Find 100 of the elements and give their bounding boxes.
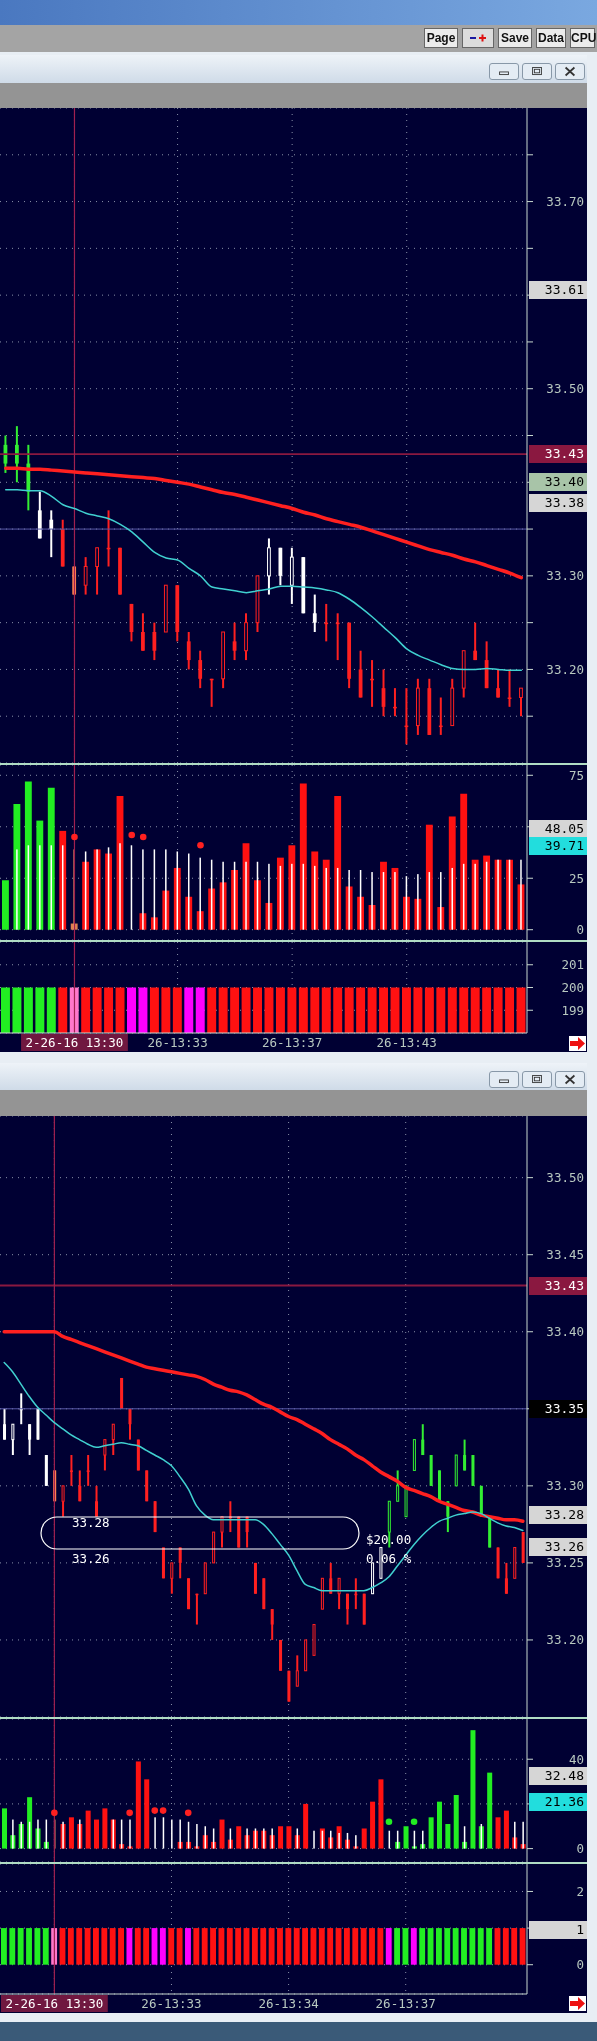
text: Data (536, 28, 566, 48)
candlestick (128, 1407, 132, 1441)
bar (378, 1779, 384, 1849)
line-series (3, 466, 524, 580)
candlestick (329, 1561, 333, 1595)
candlestick (396, 1469, 400, 1503)
candlestick (152, 621, 157, 662)
bar (94, 1819, 100, 1849)
point (385, 1818, 393, 1826)
bar (27, 1797, 33, 1849)
x-tick-label: 26-13:37 (375, 1996, 436, 2011)
point (184, 1809, 192, 1817)
y-tick-label: 0 (576, 922, 584, 938)
annotation: 33.28 (72, 1515, 110, 1530)
bar (436, 1801, 442, 1849)
point (197, 841, 204, 849)
bar (453, 1794, 459, 1849)
text: 48.05 (529, 820, 587, 838)
point (51, 1809, 58, 1817)
point (128, 831, 136, 839)
y-tick-label: 201 (561, 957, 584, 973)
candlestick (345, 1592, 349, 1626)
candlestick (11, 1423, 15, 1457)
candlestick (198, 649, 203, 690)
candlestick (78, 1469, 82, 1503)
ref-line-label: 33.43 (529, 445, 587, 464)
bar (425, 824, 433, 930)
bar (361, 1828, 367, 1849)
bar (278, 1826, 284, 1849)
candlestick (15, 425, 19, 484)
candlestick (69, 1454, 73, 1487)
x-tick-label: 26-13:34 (258, 1996, 319, 2011)
y-tick-label: 40 (568, 1751, 584, 1767)
candlestick (186, 631, 191, 671)
candlestick (519, 687, 523, 718)
x-tick-label: 26-13:33 (147, 1035, 208, 1050)
point (151, 1807, 159, 1814)
bar (24, 781, 32, 930)
candlestick (111, 1423, 115, 1457)
y-tick-label: 0 (576, 1841, 584, 1857)
candlestick (337, 1577, 341, 1611)
bar (495, 1817, 501, 1849)
bar (236, 1826, 242, 1849)
point (139, 833, 147, 841)
bar (503, 1810, 509, 1849)
text: Save (498, 28, 532, 48)
text: 32.48 (529, 1767, 587, 1785)
candlestick (312, 593, 317, 633)
candlestick (3, 1407, 7, 1441)
x-tick-label: 26-13:37 (262, 1035, 323, 1050)
x-tick-label: 2-26-16 13:30 (5, 1996, 104, 2011)
bar (85, 1810, 91, 1849)
text: Page (424, 28, 458, 48)
x-tick-label: 26-13:43 (376, 1035, 437, 1050)
bar (303, 1803, 309, 1849)
point (410, 1818, 418, 1826)
text: 33.61 (529, 281, 587, 299)
bar (68, 1817, 74, 1849)
candlestick (473, 621, 478, 662)
candlestick (83, 556, 88, 596)
candlestick (61, 1484, 65, 1518)
y-tick-label: 2 (576, 1883, 584, 1899)
candlestick (295, 1654, 299, 1688)
bar (487, 1772, 493, 1849)
y-tick-label: 33.20 (546, 661, 584, 677)
y-tick-label: 199 (561, 1002, 584, 1018)
candlestick (28, 1423, 32, 1457)
text: 33.38 (529, 494, 587, 512)
text: 1 (529, 1921, 587, 1939)
candlestick (95, 1484, 99, 1518)
bar (286, 1826, 292, 1849)
bar (445, 1824, 451, 1849)
bar (2, 880, 9, 930)
bar (135, 1761, 141, 1849)
candlestick (504, 1561, 508, 1595)
y-tick-label: 25 (568, 870, 584, 886)
bar (460, 793, 468, 930)
bar (219, 1819, 225, 1849)
bar (370, 1801, 376, 1849)
point (71, 833, 78, 841)
annotation: 33.26 (72, 1551, 110, 1566)
candlestick (421, 1423, 425, 1457)
bar (428, 1817, 434, 1849)
bar (144, 1779, 150, 1849)
bar (470, 1730, 476, 1849)
y-tick-label: 33.20 (546, 1632, 584, 1648)
text: 33.26 (529, 1538, 587, 1556)
y-tick-label: 200 (561, 980, 584, 995)
y-tick-label: 33.45 (546, 1247, 584, 1263)
candlestick (86, 1454, 90, 1487)
ref-line-label: 33.43 (529, 1276, 587, 1295)
candlestick (270, 1608, 274, 1641)
candlestick (178, 1546, 182, 1580)
y-tick-label: 75 (568, 767, 584, 783)
ref-line-label: 33.35 (529, 1399, 587, 1418)
y-tick-label: 33.50 (546, 1170, 584, 1186)
y-tick-label: 0 (576, 1957, 584, 1973)
candlestick (170, 1561, 174, 1595)
y-tick-label: 33.25 (546, 1555, 584, 1571)
y-tick-label: 33.40 (546, 1324, 584, 1340)
